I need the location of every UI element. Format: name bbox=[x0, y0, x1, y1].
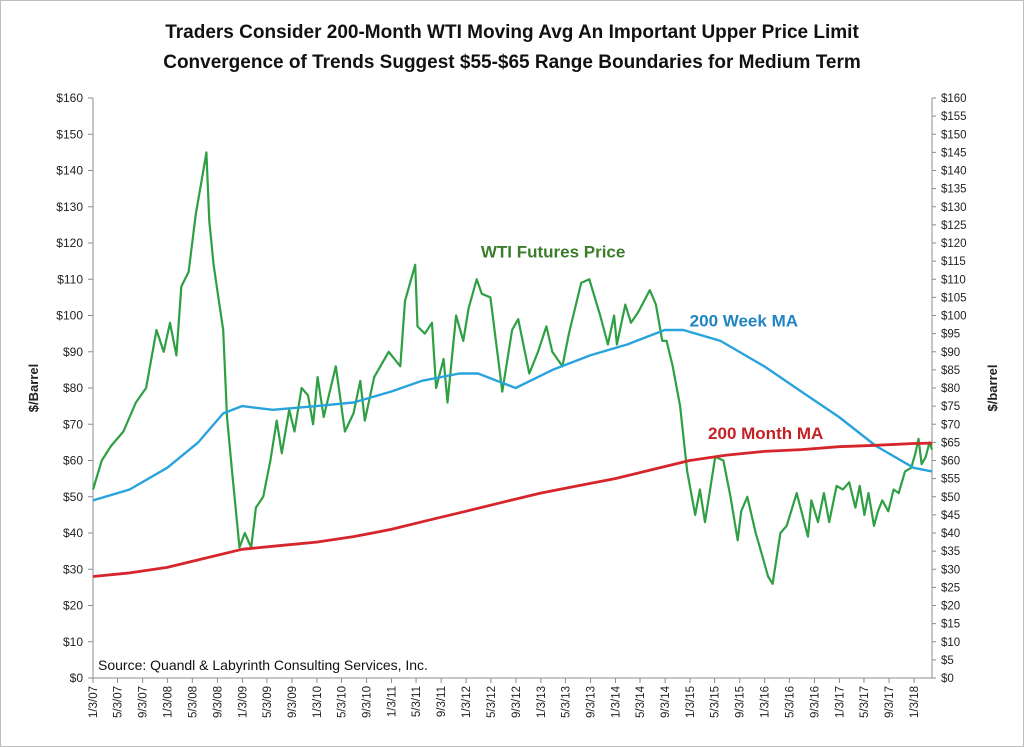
right-tick-label: $155 bbox=[941, 111, 967, 123]
x-tick-label: 9/3/15 bbox=[735, 686, 747, 718]
right-tick-label: $85 bbox=[941, 365, 960, 377]
x-tick-label: 5/3/13 bbox=[560, 686, 572, 718]
y-axis-title-left: $/Barrel bbox=[26, 364, 41, 412]
right-tick-label: $10 bbox=[941, 637, 960, 649]
x-tick-label: 9/3/12 bbox=[511, 686, 523, 718]
x-tick-label: 9/3/10 bbox=[362, 686, 374, 718]
x-tick-label: 1/3/10 bbox=[312, 686, 324, 718]
left-tick-label: $110 bbox=[57, 272, 83, 286]
right-tick-label: $20 bbox=[941, 601, 960, 613]
right-tick-label: $150 bbox=[941, 129, 967, 141]
right-tick-label: $15 bbox=[941, 619, 960, 631]
left-tick-label: $160 bbox=[56, 91, 83, 105]
x-tick-label: 9/3/07 bbox=[138, 686, 150, 718]
left-tick-label: $40 bbox=[63, 526, 83, 540]
right-tick-label: $120 bbox=[941, 238, 967, 250]
right-tick-label: $70 bbox=[941, 419, 960, 431]
x-tick-label: 5/3/09 bbox=[262, 686, 274, 718]
annotation-200-month-ma: 200 Month MA bbox=[708, 424, 823, 443]
x-tick-label: 9/3/11 bbox=[436, 686, 448, 717]
x-tick-label: 1/3/14 bbox=[610, 685, 622, 718]
x-tick-label: 9/3/08 bbox=[212, 686, 224, 718]
left-tick-label: $80 bbox=[63, 381, 83, 395]
x-tick-label: 1/3/17 bbox=[834, 686, 846, 718]
right-tick-label: $40 bbox=[941, 528, 960, 540]
x-tick-label: 9/3/14 bbox=[660, 685, 672, 718]
right-tick-label: $130 bbox=[941, 202, 967, 214]
left-tick-label: $100 bbox=[56, 309, 83, 323]
left-tick-label: $140 bbox=[56, 164, 83, 178]
y-axis-title-right: $/barrel bbox=[985, 365, 1000, 412]
x-tick-label: 5/3/11 bbox=[411, 686, 423, 717]
source-note: Source: Quandl & Labyrinth Consulting Se… bbox=[98, 657, 428, 673]
right-tick-label: $50 bbox=[941, 492, 960, 504]
left-tick-label: $90 bbox=[63, 345, 83, 359]
x-tick-label: 1/3/15 bbox=[685, 686, 697, 718]
right-tick-label: $75 bbox=[941, 401, 960, 413]
left-tick-label: $70 bbox=[63, 417, 83, 431]
x-tick-label: 5/3/15 bbox=[710, 686, 722, 718]
x-tick-label: 9/3/16 bbox=[810, 686, 822, 718]
left-tick-label: $120 bbox=[56, 236, 83, 250]
right-tick-label: $140 bbox=[941, 166, 967, 178]
x-tick-label: 5/3/16 bbox=[784, 686, 796, 718]
200-week-ma-line bbox=[92, 328, 933, 502]
left-tick-label: $30 bbox=[63, 562, 83, 576]
x-tick-label: 1/3/16 bbox=[760, 686, 772, 718]
x-tick-label: 1/3/09 bbox=[237, 686, 249, 718]
chart-title-line1: Traders Consider 200-Month WTI Moving Av… bbox=[165, 22, 859, 43]
right-tick-label: $5 bbox=[941, 655, 954, 667]
right-tick-label: $45 bbox=[941, 510, 960, 522]
right-tick-label: $25 bbox=[941, 582, 960, 594]
right-tick-label: $60 bbox=[941, 456, 960, 468]
left-tick-label: $0 bbox=[70, 671, 84, 685]
chart-title-line2: Convergence of Trends Suggest $55-$65 Ra… bbox=[163, 52, 861, 73]
left-tick-label: $60 bbox=[63, 454, 83, 468]
x-tick-label: 1/3/08 bbox=[163, 686, 175, 718]
x-tick-label: 1/3/07 bbox=[88, 686, 100, 718]
right-tick-label: $95 bbox=[941, 329, 960, 341]
x-tick-label: 5/3/08 bbox=[187, 686, 199, 718]
x-tick-label: 9/3/17 bbox=[884, 686, 896, 718]
left-tick-label: $20 bbox=[63, 599, 83, 613]
right-tick-label: $90 bbox=[941, 347, 960, 359]
right-tick-label: $135 bbox=[941, 184, 967, 196]
right-tick-label: $115 bbox=[941, 256, 966, 268]
right-tick-label: $65 bbox=[941, 437, 960, 449]
x-tick-label: 9/3/13 bbox=[586, 686, 598, 718]
x-tick-label: 5/3/07 bbox=[113, 686, 125, 718]
200-month-ma-line bbox=[92, 441, 933, 578]
x-tick-label: 1/3/18 bbox=[909, 686, 921, 718]
x-tick-label: 9/3/09 bbox=[287, 686, 299, 718]
annotation-wti-futures-price: WTI Futures Price bbox=[481, 243, 626, 262]
right-tick-label: $0 bbox=[941, 673, 954, 685]
right-tick-label: $35 bbox=[941, 546, 960, 558]
right-tick-label: $55 bbox=[941, 474, 960, 486]
x-tick-label: 1/3/12 bbox=[461, 686, 473, 718]
right-tick-label: $100 bbox=[941, 311, 967, 323]
wti-futures-price-line bbox=[91, 151, 934, 585]
x-tick-label: 5/3/10 bbox=[336, 686, 348, 718]
left-tick-label: $50 bbox=[63, 490, 83, 504]
right-tick-label: $105 bbox=[941, 292, 967, 304]
right-tick-label: $125 bbox=[941, 220, 967, 232]
x-tick-label: 5/3/17 bbox=[859, 686, 871, 718]
x-tick-label: 5/3/12 bbox=[486, 686, 498, 718]
left-tick-label: $130 bbox=[56, 200, 83, 214]
left-tick-label: $150 bbox=[56, 127, 83, 141]
left-tick-label: $10 bbox=[63, 635, 83, 649]
right-tick-label: $160 bbox=[941, 93, 967, 105]
right-tick-label: $30 bbox=[941, 564, 960, 576]
right-tick-label: $145 bbox=[941, 147, 967, 159]
x-tick-label: 1/3/11 bbox=[387, 686, 399, 717]
x-tick-label: 5/3/14 bbox=[635, 685, 647, 718]
x-tick-label: 1/3/13 bbox=[536, 686, 548, 718]
right-tick-label: $110 bbox=[941, 274, 966, 286]
right-tick-label: $80 bbox=[941, 383, 960, 395]
annotation-200-week-ma: 200 Week MA bbox=[690, 311, 798, 330]
